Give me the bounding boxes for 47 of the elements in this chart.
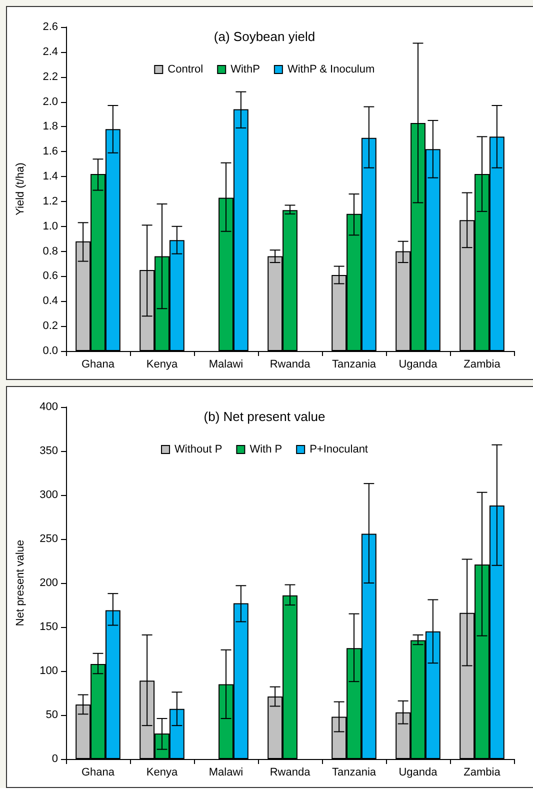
y-tick-label: 1.6 xyxy=(42,146,58,158)
y-tick-label: 2.0 xyxy=(42,96,58,108)
y-tick-label: 1.0 xyxy=(42,220,58,232)
y-tick-label: 0 xyxy=(52,753,58,765)
legend-label: WithP & Inoculum xyxy=(287,64,375,76)
chart-title: (a) Soybean yield xyxy=(214,29,316,44)
y-tick-label: 2.6 xyxy=(42,21,58,33)
y-axis-title: Yield (t/ha) xyxy=(14,162,26,216)
x-tick-label: Rwanda xyxy=(270,358,312,370)
legend-label: P+Inoculant xyxy=(310,444,368,456)
y-axis-title: Net present value xyxy=(14,540,26,626)
x-tick-label: Kenya xyxy=(146,766,178,778)
x-tick-label: Malawi xyxy=(208,358,244,370)
y-tick-label: 1.8 xyxy=(42,120,58,133)
x-tick-label: Kenya xyxy=(146,358,178,370)
y-tick-label: 300 xyxy=(40,489,58,501)
x-tick-label: Ghana xyxy=(81,766,116,778)
y-tick-label: 1.2 xyxy=(42,195,58,208)
legend-label: Control xyxy=(168,64,204,76)
y-tick-label: 0.2 xyxy=(42,320,58,332)
x-tick-label: Malawi xyxy=(208,766,244,778)
y-tick-label: 100 xyxy=(40,665,58,677)
y-tick-label: 50 xyxy=(46,709,58,721)
y-tick-label: 200 xyxy=(40,577,58,589)
x-tick-label: Rwanda xyxy=(270,766,312,778)
y-tick-label: 2.2 xyxy=(42,70,58,83)
x-tick-label: Uganda xyxy=(398,766,438,778)
chart-title: (b) Net present value xyxy=(204,409,326,424)
legend-label: With P xyxy=(250,444,282,456)
y-tick-label: 250 xyxy=(40,533,58,545)
x-tick-label: Tanzania xyxy=(332,766,377,778)
y-tick-label: 0.4 xyxy=(42,295,58,308)
x-tick-label: Ghana xyxy=(81,358,116,370)
y-tick-label: 0.6 xyxy=(42,270,58,282)
legend-label: Without P xyxy=(174,444,222,456)
y-tick-label: 350 xyxy=(40,445,58,457)
y-tick-label: 2.4 xyxy=(42,46,58,58)
y-tick-label: 150 xyxy=(40,621,58,633)
x-tick-label: Tanzania xyxy=(332,358,377,370)
y-tick-label: 400 xyxy=(40,401,58,413)
y-tick-label: 0.0 xyxy=(42,345,58,357)
x-tick-label: Zambia xyxy=(464,358,502,370)
x-tick-label: Zambia xyxy=(464,766,502,778)
y-tick-label: 0.8 xyxy=(42,245,58,258)
x-tick-label: Uganda xyxy=(398,358,438,370)
y-tick-label: 1.4 xyxy=(42,170,58,183)
legend-label: WithP xyxy=(230,64,260,76)
